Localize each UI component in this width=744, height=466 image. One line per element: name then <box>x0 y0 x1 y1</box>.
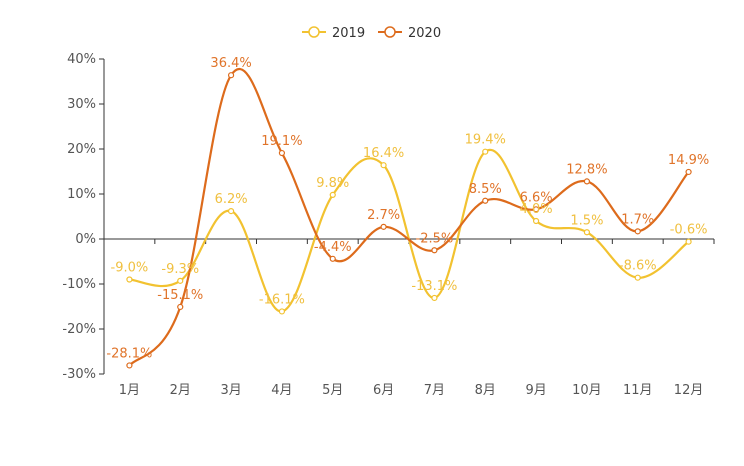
data-label-2020: 1.7% <box>621 212 654 227</box>
data-point-2019[interactable] <box>380 162 387 169</box>
data-label-2019: -13.1% <box>411 279 457 294</box>
data-point-2019[interactable] <box>177 277 184 284</box>
data-label-2020: -28.1% <box>106 346 152 361</box>
x-tick-label: 5月 <box>322 383 343 398</box>
y-tick-label: -20% <box>62 322 96 337</box>
legend-swatch-marker <box>384 26 396 38</box>
y-tick-label: 0% <box>75 232 96 247</box>
data-point-2019[interactable] <box>431 294 438 302</box>
y-axis: -30% -20% -10% 0% 10% 20% 30% 40% <box>62 52 105 382</box>
x-tick-label: 1月 <box>119 383 140 398</box>
legend-label: 2019 <box>332 26 365 41</box>
data-label-2019: 6.2% <box>215 192 248 207</box>
x-tick-label: 9月 <box>525 383 546 398</box>
x-tick-label: 7月 <box>424 383 445 398</box>
y-tick-label: 10% <box>67 187 96 202</box>
data-point-2019[interactable] <box>634 274 641 281</box>
data-label-2019: -9.3% <box>161 262 199 277</box>
data-label-2019: -8.6% <box>619 259 657 274</box>
data-label-2019: -0.6% <box>670 223 708 238</box>
data-point-2020[interactable] <box>380 223 387 230</box>
data-point-2019[interactable] <box>532 217 540 225</box>
data-point-2019[interactable] <box>482 148 489 155</box>
data-point-2019[interactable] <box>227 208 235 215</box>
data-point-2019[interactable] <box>126 276 133 283</box>
y-tick-label: 30% <box>67 97 96 112</box>
data-label-2019: -9.0% <box>111 261 149 276</box>
data-labels: -9.0% -9.3% 6.2% -16.1% 9.8% 16.4% -13.1% 19.4%… <box>106 56 709 361</box>
data-point-2020[interactable] <box>532 206 540 213</box>
data-point-2020[interactable] <box>634 228 641 235</box>
data-label-2019: 4.0% <box>520 202 553 217</box>
y-tick-label: 20% <box>67 142 96 157</box>
legend-swatch-marker <box>308 26 320 38</box>
x-tick-label: 3月 <box>220 383 241 398</box>
data-label-2020: -2.5% <box>416 231 454 246</box>
y-tick-label: -10% <box>62 277 96 292</box>
data-point-2019[interactable] <box>685 238 692 245</box>
data-point-2020[interactable] <box>583 178 591 185</box>
x-tick-label: 10月 <box>572 383 602 398</box>
x-tick-label: 2月 <box>170 383 191 398</box>
data-point-2019[interactable] <box>583 229 591 236</box>
x-tick-label: 12月 <box>674 383 704 398</box>
data-label-2019: 1.5% <box>570 213 603 228</box>
data-label-2019: -16.1% <box>259 292 305 307</box>
data-label-2020: 8.5% <box>469 182 502 197</box>
data-label-2020: 12.8% <box>566 162 607 177</box>
data-label-2019: 19.4% <box>465 133 506 148</box>
x-tick-label: 11月 <box>623 383 653 398</box>
series-line-2020[interactable] <box>128 67 690 367</box>
data-point-2019[interactable] <box>329 191 336 198</box>
data-label-2019: 9.8% <box>316 176 349 191</box>
data-point-2020[interactable] <box>329 255 336 262</box>
y-tick-label: -30% <box>62 367 96 382</box>
data-label-2020: 14.9% <box>668 153 709 168</box>
data-point-2020[interactable] <box>278 149 286 157</box>
data-point-2020[interactable] <box>431 247 438 254</box>
legend-item-2020[interactable]: 2020 <box>378 26 441 41</box>
data-point-2020[interactable] <box>126 362 133 369</box>
data-label-2020: 2.7% <box>367 208 400 223</box>
data-point-2020[interactable] <box>177 303 184 311</box>
x-tick-label: 6月 <box>373 383 394 398</box>
x-tick-label: 8月 <box>475 383 496 398</box>
data-point-2020[interactable] <box>227 72 235 79</box>
data-label-2020: 19.1% <box>261 134 302 149</box>
data-label-2020: 36.4% <box>210 56 251 71</box>
data-point-2020[interactable] <box>685 168 692 176</box>
legend-item-2019[interactable]: 2019 <box>302 26 365 41</box>
legend-label: 2020 <box>408 26 441 41</box>
data-label-2020: 6.6% <box>520 190 553 205</box>
legend[interactable]: 2019 2020 <box>302 26 441 41</box>
data-label-2020: -15.1% <box>157 288 203 303</box>
data-point-2019[interactable] <box>278 308 286 315</box>
y-tick-label: 40% <box>67 52 96 67</box>
data-label-2020: -4.4% <box>314 240 352 255</box>
data-label-2019: 16.4% <box>363 146 404 161</box>
series-group <box>126 67 692 369</box>
data-point-2020[interactable] <box>482 197 489 204</box>
x-tick-label: 4月 <box>271 383 292 398</box>
